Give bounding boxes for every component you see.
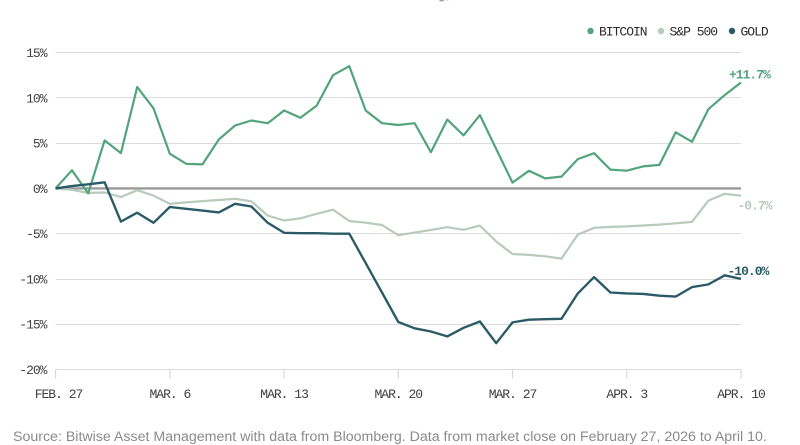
svg-text:BITCOIN: BITCOIN <box>599 25 647 40</box>
svg-text:GOLD: GOLD <box>741 25 769 40</box>
svg-text:MAR. 13: MAR. 13 <box>260 387 308 402</box>
svg-text:10%: 10% <box>26 91 48 106</box>
svg-text:+11.7%: +11.7% <box>729 68 771 83</box>
svg-text:15%: 15% <box>26 46 48 61</box>
svg-text:MAR. 27: MAR. 27 <box>489 387 537 402</box>
svg-text:-5%: -5% <box>26 227 48 242</box>
svg-text:MAR. 6: MAR. 6 <box>149 387 190 402</box>
svg-text:APR. 10: APR. 10 <box>717 387 765 402</box>
svg-text:0%: 0% <box>33 182 48 197</box>
svg-text:MAR. 20: MAR. 20 <box>374 387 422 402</box>
svg-text:-20%: -20% <box>19 363 47 378</box>
svg-text:APR. 3: APR. 3 <box>606 387 647 402</box>
svg-text:-15%: -15% <box>19 318 47 333</box>
svg-text:FEB. 27: FEB. 27 <box>35 387 83 402</box>
svg-text:Source: Bitwise Asset Manageme: Source: Bitwise Asset Management with da… <box>13 429 767 445</box>
svg-text:-10%: -10% <box>19 272 47 287</box>
svg-text:5%: 5% <box>33 137 48 152</box>
svg-text:S&P 500: S&P 500 <box>670 25 718 40</box>
svg-text:-0.7%: -0.7% <box>738 199 773 214</box>
svg-text:-10.0%: -10.0% <box>728 264 770 279</box>
